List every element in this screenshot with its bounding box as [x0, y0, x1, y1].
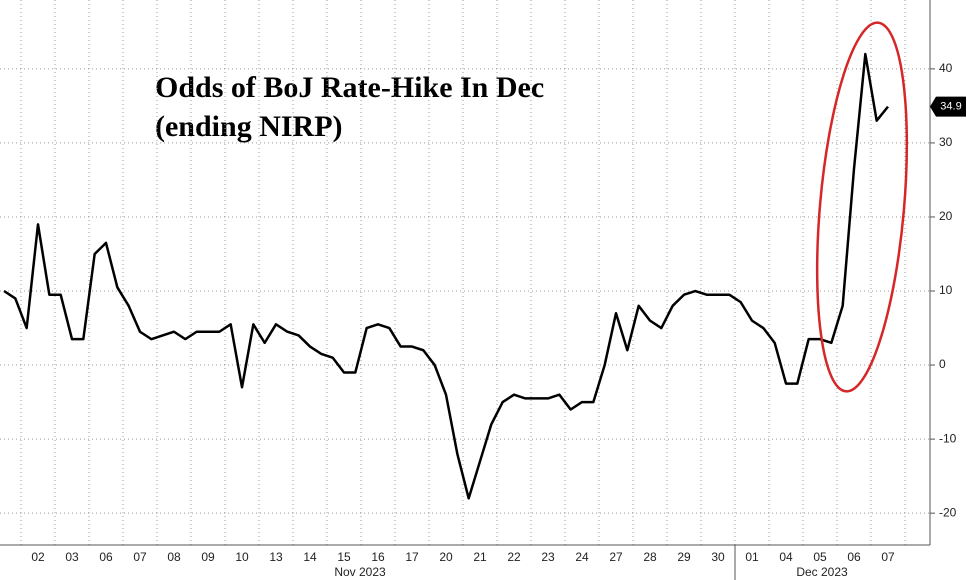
y-tick-label: 10: [939, 283, 953, 297]
x-tick-label: 15: [337, 550, 351, 564]
x-tick-label: 17: [405, 550, 419, 564]
x-tick-label: 10: [235, 550, 249, 564]
x-tick-label: 06: [847, 550, 861, 564]
chart-subtitle: (ending NIRP): [155, 110, 343, 143]
x-tick-label: 07: [133, 550, 147, 564]
y-tick-label: 40: [939, 61, 953, 75]
x-tick-label: 06: [99, 550, 113, 564]
x-tick-label: 04: [779, 550, 793, 564]
chart-title: Odds of BoJ Rate-Hike In Dec: [155, 71, 544, 104]
x-tick-label: 05: [813, 550, 827, 564]
x-tick-label: 21: [473, 550, 487, 564]
month-label: Nov 2023: [334, 565, 386, 579]
x-tick-label: 30: [711, 550, 725, 564]
x-tick-label: 16: [371, 550, 385, 564]
x-tick-label: 03: [65, 550, 79, 564]
x-tick-label: 22: [507, 550, 521, 564]
x-tick-label: 27: [609, 550, 623, 564]
x-tick-label: 08: [167, 550, 181, 564]
last-value-tag: [930, 96, 966, 117]
x-tick-label: 01: [745, 550, 759, 564]
x-tick-label: 29: [677, 550, 691, 564]
x-tick-label: 14: [303, 550, 317, 564]
x-tick-label: 28: [643, 550, 657, 564]
y-tick-label: -20: [939, 505, 957, 519]
y-tick-label: 30: [939, 135, 953, 149]
y-tick-label: 0: [939, 357, 946, 371]
last-value-label: 34.9: [940, 101, 961, 113]
y-tick-label: 20: [939, 209, 953, 223]
month-label: Dec 2023: [796, 565, 848, 579]
x-tick-label: 09: [201, 550, 215, 564]
x-tick-label: 02: [31, 550, 45, 564]
y-tick-label: -10: [939, 431, 957, 445]
highlight-ellipse: [815, 21, 909, 393]
x-tick-label: 23: [541, 550, 555, 564]
x-tick-label: 24: [575, 550, 589, 564]
x-tick-label: 13: [269, 550, 283, 564]
x-tick-label: 07: [881, 550, 895, 564]
x-tick-label: 20: [439, 550, 453, 564]
series-line: [3, 52, 889, 500]
